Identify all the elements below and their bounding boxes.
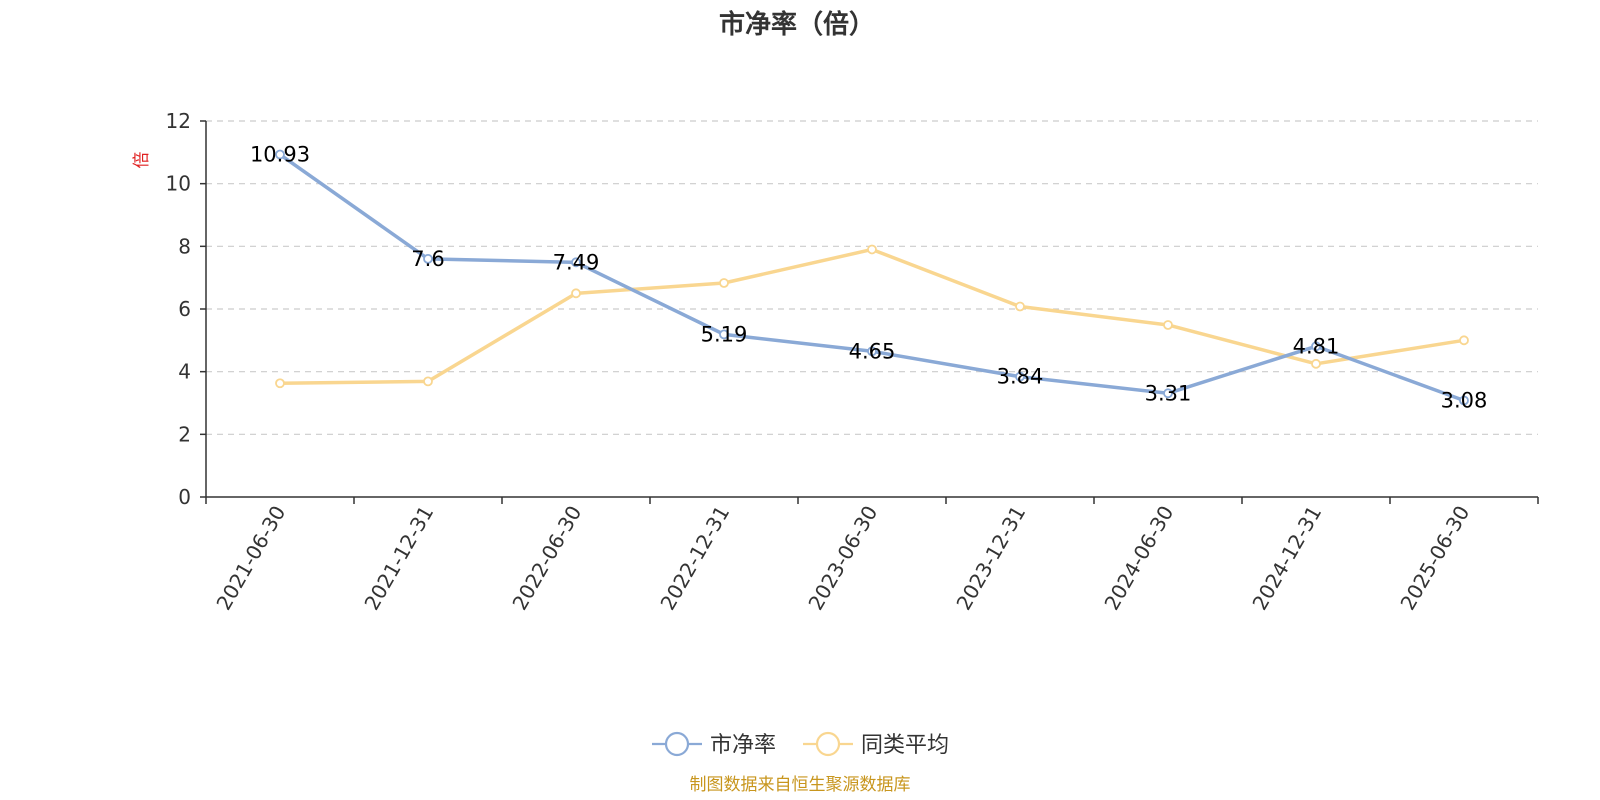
legend-marker-icon bbox=[664, 731, 690, 757]
data-point[interactable] bbox=[423, 253, 433, 264]
x-tick-label: 2024-06-30 bbox=[1099, 502, 1178, 615]
x-tick-label: 2021-12-31 bbox=[359, 502, 438, 615]
data-point[interactable] bbox=[867, 244, 877, 255]
data-label: 4.81 bbox=[1293, 334, 1340, 358]
x-tick-label: 2021-06-30 bbox=[211, 502, 290, 615]
data-label: 10.93 bbox=[250, 143, 310, 167]
data-labels: 10.93 7.6 7.49 5.19 4.65 3.84 3.31 4.81 3.08 bbox=[250, 143, 1487, 413]
x-tick-label: 2022-06-30 bbox=[507, 502, 586, 615]
data-point[interactable] bbox=[1311, 341, 1321, 352]
data-label: 3.31 bbox=[1145, 381, 1192, 405]
data-label: 5.19 bbox=[701, 322, 748, 346]
y-tick-label: 4 bbox=[178, 360, 191, 384]
data-label: 3.84 bbox=[997, 365, 1044, 389]
grid-lines bbox=[206, 120, 1538, 435]
data-point[interactable] bbox=[1163, 388, 1173, 399]
legend-label: 同类平均 bbox=[861, 733, 949, 758]
x-tick-label: 2024-12-31 bbox=[1247, 502, 1326, 615]
y-tick-label: 10 bbox=[166, 172, 191, 196]
data-label: 7.49 bbox=[553, 250, 600, 274]
legend-item-1[interactable]: 同类平均 bbox=[803, 731, 949, 758]
y-tick-label: 8 bbox=[178, 234, 191, 258]
data-point[interactable] bbox=[1459, 395, 1469, 406]
data-point[interactable] bbox=[1459, 335, 1469, 346]
data-point[interactable] bbox=[867, 346, 877, 357]
y-tick-label: 6 bbox=[178, 297, 191, 321]
x-tick-label: 2023-12-31 bbox=[951, 502, 1030, 615]
chart-title: 市净率（倍） bbox=[719, 9, 875, 40]
source-note: 制图数据来自恒生聚源数据库 bbox=[690, 775, 911, 795]
data-point[interactable] bbox=[275, 378, 285, 389]
data-point[interactable] bbox=[423, 376, 433, 387]
data-point[interactable] bbox=[275, 149, 285, 160]
x-tick-label: 2022-12-31 bbox=[655, 502, 734, 615]
data-point[interactable] bbox=[571, 257, 581, 268]
x-tick-label: 2025-06-30 bbox=[1395, 502, 1474, 615]
series-layer bbox=[275, 149, 1469, 406]
data-point[interactable] bbox=[719, 329, 729, 340]
legend-label: 市净率 bbox=[710, 733, 776, 758]
y-tick-label: 0 bbox=[178, 485, 191, 509]
x-tick-label: 2023-06-30 bbox=[803, 502, 882, 615]
y-tick-label: 2 bbox=[178, 422, 191, 446]
data-point[interactable] bbox=[719, 278, 729, 288]
data-point[interactable] bbox=[1163, 320, 1173, 330]
data-label: 7.6 bbox=[411, 247, 444, 271]
data-point[interactable] bbox=[1311, 358, 1321, 369]
data-point[interactable] bbox=[1015, 301, 1025, 312]
data-label: 3.08 bbox=[1441, 388, 1488, 412]
data-point[interactable] bbox=[571, 288, 581, 299]
data-label: 4.65 bbox=[849, 339, 896, 363]
legend[interactable]: 市净率 同类平均 bbox=[652, 731, 949, 758]
y-unit-label: 倍 bbox=[132, 152, 152, 169]
legend-item-0[interactable]: 市净率 bbox=[652, 731, 776, 758]
legend-marker-icon bbox=[815, 731, 841, 757]
y-tick-label: 12 bbox=[166, 109, 191, 133]
data-point[interactable] bbox=[1015, 371, 1025, 382]
